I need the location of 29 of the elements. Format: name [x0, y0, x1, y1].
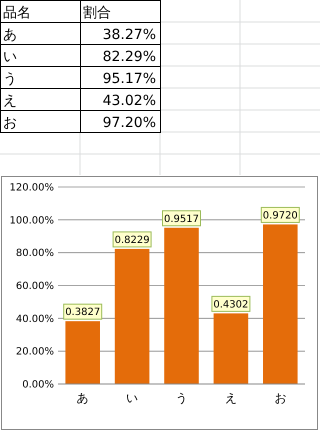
x-tick-label: い: [126, 391, 138, 405]
text: 品名: [3, 5, 31, 21]
y-tick-label: 40.00%: [16, 314, 54, 325]
y-tick-label: 60.00%: [16, 281, 54, 292]
text: 82.29%: [102, 49, 156, 65]
y-tick-label: 20.00%: [16, 346, 54, 358]
text: い: [3, 49, 17, 65]
text: 割合: [83, 5, 111, 21]
data-label: 0.9517: [164, 214, 199, 225]
data-label: 0.8229: [114, 234, 150, 246]
text: お: [3, 115, 17, 131]
text: 97.20%: [102, 115, 156, 131]
text: 38.27%: [102, 27, 156, 43]
text: 95.17%: [102, 71, 156, 87]
data-label: 0.3827: [65, 307, 100, 318]
data-label: 0.4302: [213, 299, 248, 310]
text: え: [3, 93, 17, 109]
y-tick-label: 0.00%: [22, 380, 54, 390]
y-tick-label: 120.00%: [10, 182, 54, 194]
x-tick-label: う: [176, 391, 188, 405]
x-tick-label: え: [224, 391, 237, 405]
text: 43.02%: [102, 93, 156, 109]
data-label: 0.9720: [262, 210, 298, 222]
text: あ: [3, 27, 17, 43]
y-tick-label: 100.00%: [10, 215, 54, 226]
x-tick-label: お: [274, 391, 286, 405]
text: う: [3, 71, 17, 87]
x-tick-label: あ: [76, 391, 89, 405]
y-tick-label: 80.00%: [16, 248, 54, 260]
